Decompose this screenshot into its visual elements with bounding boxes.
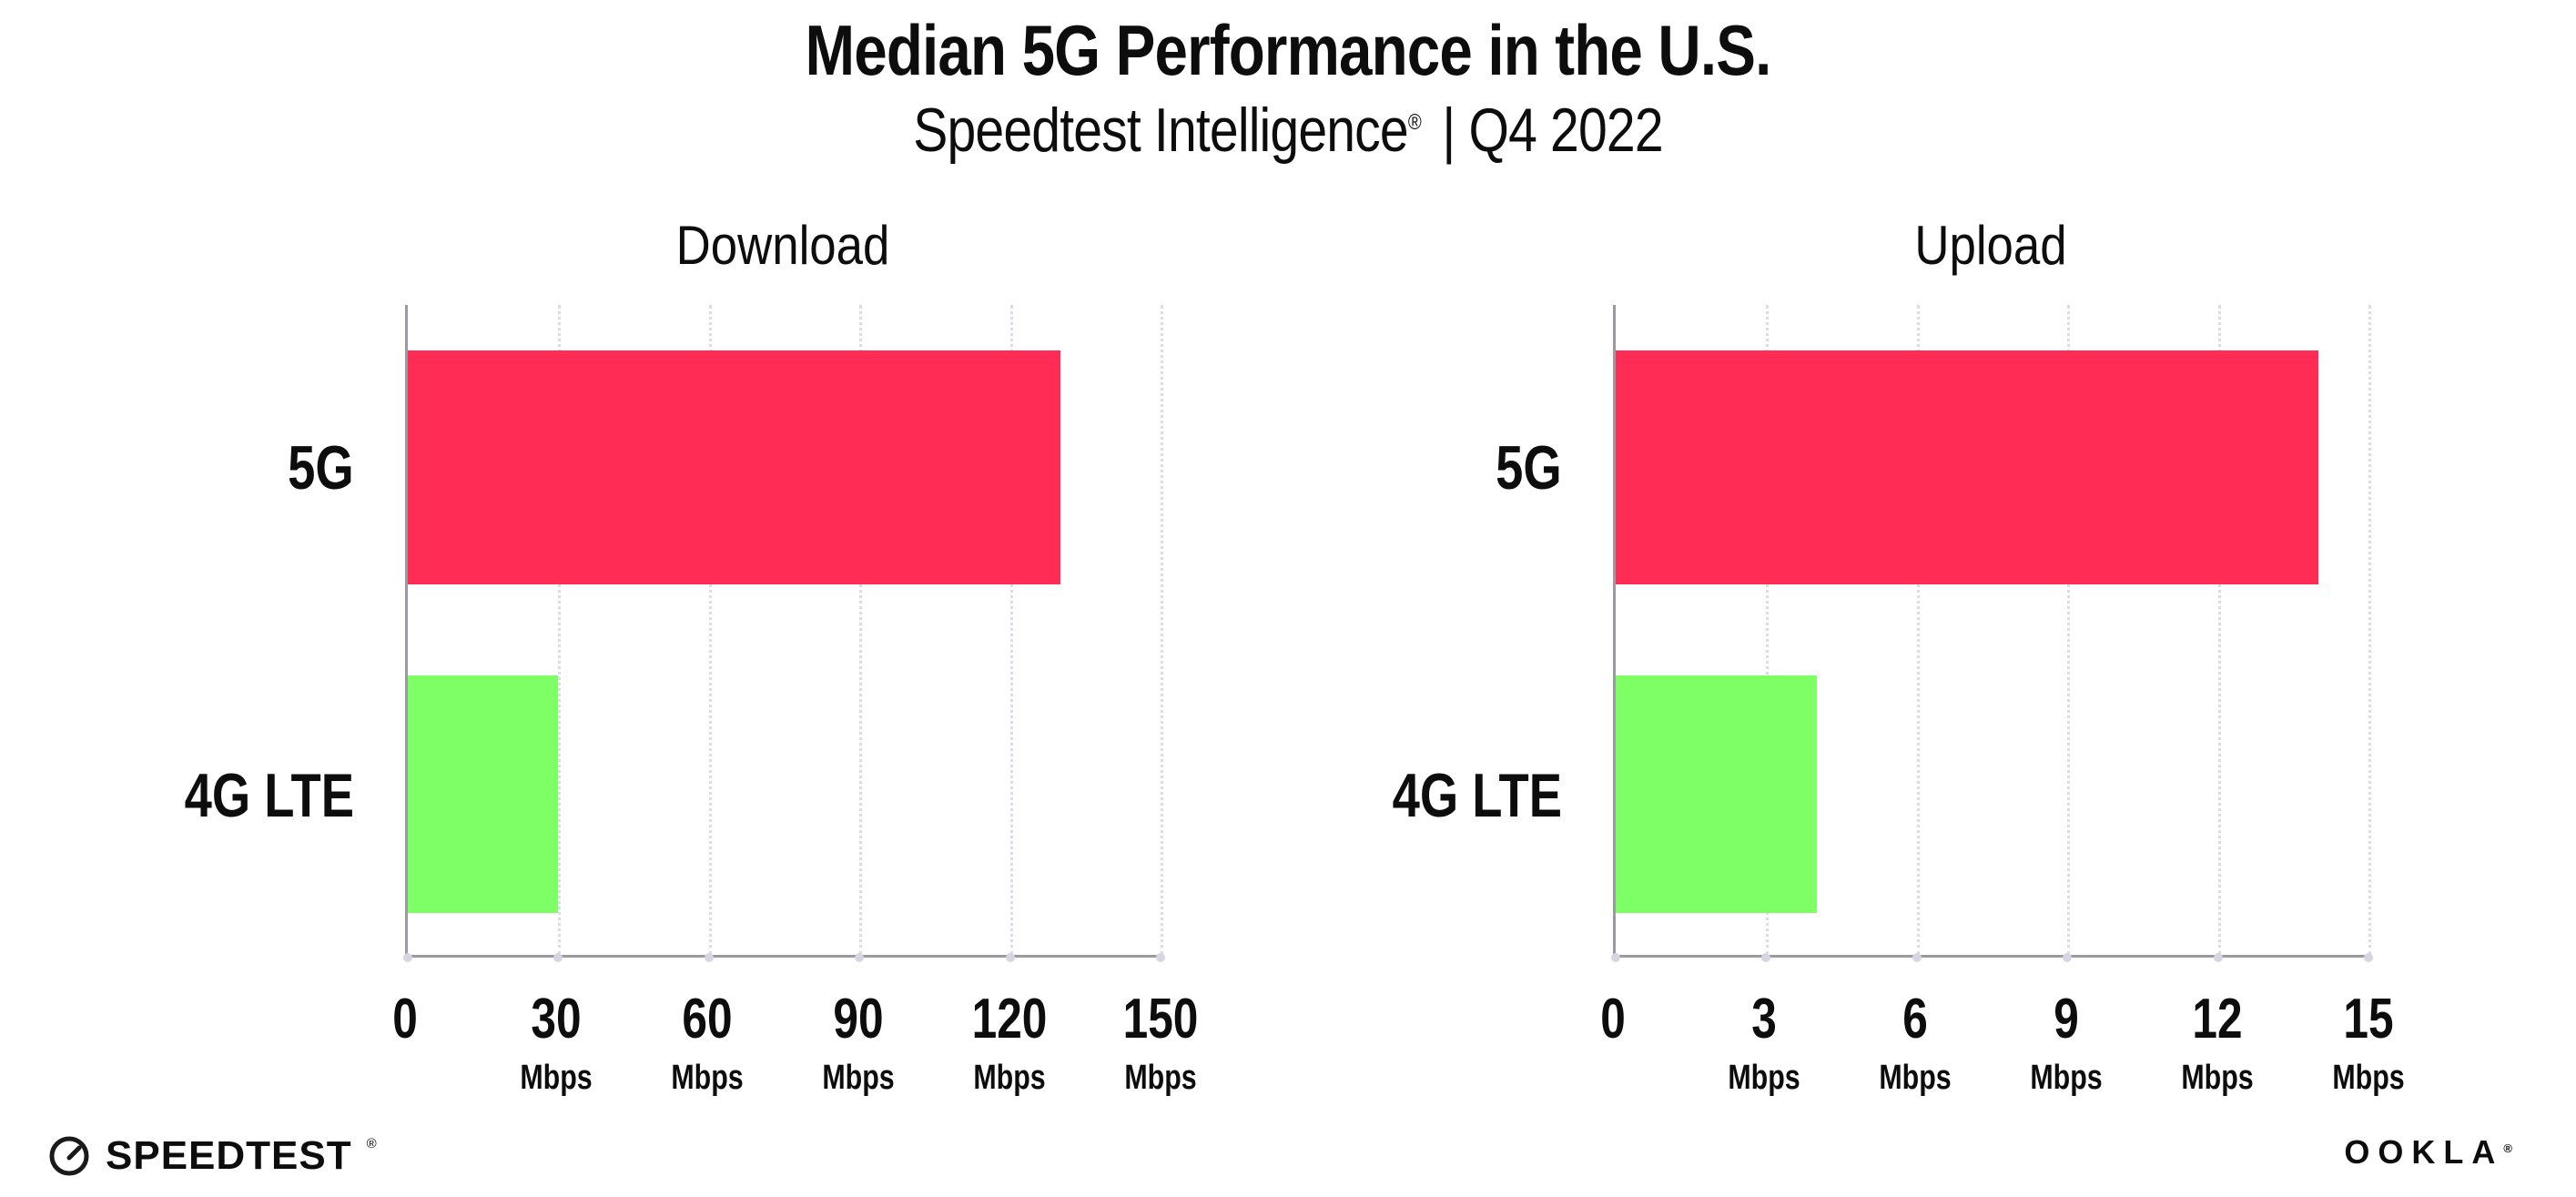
page-title: Median 5G Performance in the U.S.	[805, 10, 1772, 90]
gridline	[1916, 305, 1920, 955]
x-tick-unit: Mbps	[2181, 1059, 2254, 1097]
x-tick-unit: Mbps	[1728, 1059, 1800, 1097]
x-tick: 120 Mbps	[909, 987, 1110, 1099]
gridline	[2217, 305, 2221, 955]
bar-5g	[1616, 350, 2318, 584]
x-tick: 9 Mbps	[1966, 987, 2166, 1099]
ookla-wordmark: OOKLA	[2344, 1133, 2504, 1171]
x-tick-unit: Mbps	[2030, 1059, 2103, 1097]
x-tick-value: 0	[392, 988, 418, 1050]
x-tick-value: 9	[2054, 988, 2079, 1050]
bar-5g	[408, 350, 1060, 584]
x-tick: 6 Mbps	[1815, 987, 2015, 1099]
category-label-4g-lte: 4G LTE	[1392, 761, 1562, 831]
x-tick: 0	[1513, 987, 1713, 1099]
axis-tick-dot	[2063, 953, 2073, 962]
x-tick-unit: Mbps	[1879, 1059, 1952, 1097]
gridline	[1009, 305, 1013, 955]
plot-area	[403, 305, 1165, 962]
axis-tick-dot	[704, 953, 714, 962]
x-tick-unit: Mbps	[822, 1059, 895, 1097]
gridline	[558, 305, 562, 955]
speedtest-wordmark: SPEEDTEST	[106, 1133, 352, 1178]
x-tick: 150 Mbps	[1060, 987, 1261, 1099]
axis-tick-dot	[855, 953, 865, 962]
x-tick-unit: Mbps	[671, 1059, 744, 1097]
x-tick: 12 Mbps	[2117, 987, 2317, 1099]
x-tick-value: 150	[1122, 988, 1199, 1050]
x-tick-value: 120	[971, 988, 1048, 1050]
x-tick-value: 6	[1902, 988, 1928, 1050]
upload-chart: Upload 5G 4G LTE 0 3 Mbps 6 Mbps 9 Mbps 12 Mbps 15…	[1363, 214, 2405, 1133]
x-tick: 3 Mbps	[1664, 987, 1864, 1099]
category-label-5g: 5G	[1496, 432, 1562, 502]
bar-4g-lte	[1616, 675, 1817, 913]
category-labels: 5G 4G LTE	[155, 305, 380, 958]
x-tick: 15 Mbps	[2268, 987, 2469, 1099]
registered-mark: ®	[1407, 110, 1422, 136]
speedtest-logo: SPEEDTEST ®	[47, 1133, 377, 1179]
ookla-logo: OOKLA®	[2344, 1133, 2512, 1172]
gridline	[859, 305, 863, 955]
gridline	[2067, 305, 2071, 955]
x-tick-value: 3	[1751, 988, 1777, 1050]
speedtest-registered-mark: ®	[366, 1135, 377, 1151]
bar-4g-lte	[408, 675, 559, 913]
gridline	[708, 305, 712, 955]
gauge-icon	[49, 1136, 89, 1176]
x-tick-value: 12	[2192, 988, 2243, 1050]
category-label-5g: 5G	[288, 432, 354, 502]
axis-tick-dot	[1611, 953, 1620, 962]
x-tick-unit: Mbps	[520, 1059, 593, 1097]
download-chart: Download 5G 4G LTE 0 30 Mbps 60 Mbps 90 Mbps 120…	[155, 214, 1199, 1133]
axis-tick-dot	[1005, 953, 1015, 962]
x-tick-unit: Mbps	[973, 1059, 1046, 1097]
x-tick-value: 30	[531, 988, 582, 1050]
x-tick: 60 Mbps	[607, 987, 807, 1099]
x-tick-unit: Mbps	[2332, 1059, 2405, 1097]
gridline	[2368, 305, 2371, 955]
axis-tick-dot	[2364, 953, 2373, 962]
x-axis-ticks: 0 30 Mbps 60 Mbps 90 Mbps 120 Mbps 150 Mbps	[392, 987, 1198, 1132]
axis-tick-dot	[1761, 953, 1771, 962]
axis-tick-dot	[553, 953, 563, 962]
page-subtitle: Speedtest Intelligence® | Q4 2022	[206, 95, 2369, 166]
x-tick: 90 Mbps	[758, 987, 958, 1099]
chart-title: Upload	[1914, 215, 2067, 276]
category-labels: 5G 4G LTE	[1363, 305, 1587, 958]
category-label-4g-lte: 4G LTE	[184, 761, 354, 831]
gridline	[1161, 305, 1163, 955]
ookla-registered-mark: ®	[2503, 1141, 2512, 1155]
axis-tick-dot	[403, 953, 412, 962]
chart-title: Download	[675, 215, 890, 276]
x-tick: 30 Mbps	[456, 987, 656, 1099]
x-tick-value: 15	[2343, 988, 2394, 1050]
x-tick-unit: Mbps	[1124, 1059, 1197, 1097]
gridline	[1766, 305, 1770, 955]
axis-tick-dot	[2213, 953, 2223, 962]
subtitle-period: Q4 2022	[1468, 96, 1664, 165]
subtitle-separator: |	[1442, 96, 1455, 165]
plot-area	[1611, 305, 2373, 962]
x-axis-ticks: 0 3 Mbps 6 Mbps 9 Mbps 12 Mbps 15 Mbps	[1600, 987, 2404, 1132]
axis-tick-dot	[1156, 953, 1165, 962]
axis-tick-dot	[1912, 953, 1922, 962]
subtitle-brand: Speedtest Intelligence	[913, 96, 1408, 165]
x-tick-value: 90	[833, 988, 884, 1050]
x-tick-value: 60	[682, 988, 733, 1050]
x-tick: 0	[305, 987, 505, 1099]
x-tick-value: 0	[1600, 988, 1626, 1050]
